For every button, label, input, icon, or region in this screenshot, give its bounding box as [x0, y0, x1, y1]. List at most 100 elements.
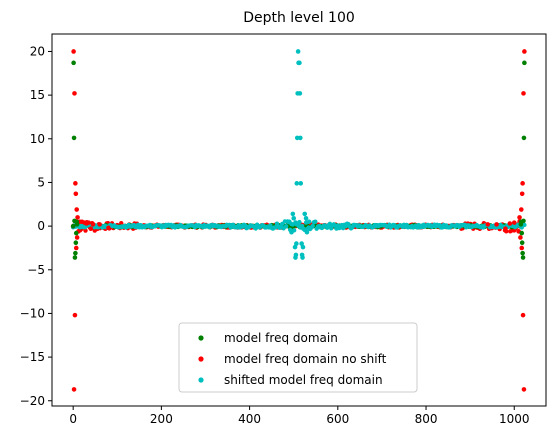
- x-tick-label: 400: [238, 412, 261, 426]
- point-model-freq-domain: [519, 230, 525, 236]
- point-model-freq-domain-no-shift: [83, 228, 88, 233]
- point-shifted-model-freq-domain: [310, 223, 315, 229]
- legend-marker: [198, 377, 204, 383]
- point-model-freq-domain-no-shift: [519, 245, 525, 251]
- point-model-freq-domain: [71, 135, 77, 141]
- point-shifted-model-freq-domain: [300, 244, 306, 250]
- y-tick-label: 15: [30, 88, 45, 102]
- point-model-freq-domain-no-shift: [517, 215, 522, 220]
- point-model-freq-domain: [73, 230, 79, 236]
- point-model-freq-domain: [522, 60, 527, 66]
- legend-label: model freq domain no shift: [224, 352, 387, 366]
- y-tick-label: −15: [20, 350, 45, 364]
- point-model-freq-domain-no-shift: [75, 215, 80, 220]
- y-tick-label: −20: [20, 394, 45, 408]
- point-model-freq-domain-no-shift: [520, 181, 525, 186]
- point-model-freq-domain: [520, 255, 526, 260]
- point-shifted-model-freq-domain: [303, 215, 309, 221]
- point-model-freq-domain-no-shift: [522, 49, 527, 54]
- point-shifted-model-freq-domain: [284, 224, 289, 229]
- point-model-freq-domain-no-shift: [97, 222, 102, 227]
- legend: model freq domain model freq domain no sh…: [178, 322, 418, 393]
- point-shifted-model-freq-domain: [300, 255, 305, 260]
- point-model-freq-domain-no-shift: [88, 226, 94, 232]
- point-model-freq-domain-no-shift: [520, 312, 526, 318]
- y-tick-label: 10: [30, 132, 45, 146]
- point-model-freq-domain-no-shift: [72, 312, 78, 318]
- x-tick-label: 0: [69, 412, 77, 426]
- x-tick-label: 1000: [499, 412, 530, 426]
- point-model-freq-domain: [71, 60, 76, 66]
- point-model-freq-domain-no-shift: [503, 226, 508, 232]
- point-shifted-model-freq-domain: [290, 211, 296, 217]
- point-shifted-model-freq-domain: [306, 219, 312, 225]
- point-shifted-model-freq-domain: [294, 241, 299, 246]
- point-model-freq-domain: [521, 135, 527, 141]
- y-tick-label: −10: [20, 306, 45, 320]
- x-axis: 0 200 400 600 800 1000: [69, 406, 530, 426]
- y-tick-label: 20: [30, 44, 45, 58]
- x-tick-label: 800: [415, 412, 438, 426]
- point-model-freq-domain: [519, 240, 525, 245]
- x-tick-label: 600: [326, 412, 349, 426]
- point-shifted-model-freq-domain: [297, 91, 303, 96]
- point-shifted-model-freq-domain: [289, 229, 294, 235]
- point-model-freq-domain-no-shift: [72, 91, 77, 96]
- x-tick-label: 200: [150, 412, 173, 426]
- legend-marker: [198, 356, 204, 362]
- point-shifted-model-freq-domain: [298, 181, 304, 186]
- chart-marks: [70, 49, 527, 392]
- point-model-freq-domain: [72, 255, 78, 260]
- point-shifted-model-freq-domain: [293, 252, 299, 258]
- point-model-freq-domain: [521, 218, 526, 224]
- point-model-freq-domain: [73, 240, 79, 245]
- point-shifted-model-freq-domain: [299, 241, 304, 246]
- point-shifted-model-freq-domain: [522, 222, 527, 228]
- legend-marker: [198, 335, 204, 341]
- point-model-freq-domain-no-shift: [485, 222, 491, 227]
- point-model-freq-domain-no-shift: [106, 225, 111, 231]
- point-model-freq-domain-no-shift: [507, 221, 513, 226]
- point-shifted-model-freq-domain: [297, 219, 302, 225]
- point-model-freq-domain: [74, 222, 80, 227]
- point-shifted-model-freq-domain: [302, 211, 308, 217]
- chart-title: Depth level 100: [243, 10, 355, 26]
- point-model-freq-domain: [520, 250, 525, 256]
- point-model-freq-domain-no-shift: [518, 235, 523, 240]
- point-model-freq-domain: [73, 250, 78, 256]
- y-tick-label: −5: [27, 263, 45, 277]
- point-model-freq-domain-no-shift: [86, 220, 91, 225]
- plot-frame: [51, 33, 547, 407]
- legend-label: shifted model freq domain: [224, 373, 383, 387]
- point-shifted-model-freq-domain: [287, 219, 292, 225]
- point-model-freq-domain-no-shift: [74, 235, 80, 240]
- point-model-freq-domain-no-shift: [521, 91, 526, 96]
- point-shifted-model-freq-domain: [304, 229, 310, 235]
- y-tick-label: 0: [37, 219, 45, 233]
- legend-box: [178, 322, 418, 393]
- point-model-freq-domain: [70, 223, 76, 229]
- point-model-freq-domain-no-shift: [521, 387, 527, 392]
- point-model-freq-domain-no-shift: [90, 222, 96, 227]
- legend-label: model freq domain: [224, 331, 338, 345]
- point-shifted-model-freq-domain: [291, 215, 297, 221]
- point-model-freq-domain-no-shift: [511, 220, 517, 225]
- point-shifted-model-freq-domain: [294, 181, 300, 186]
- point-model-freq-domain-no-shift: [519, 191, 525, 197]
- point-model-freq-domain-no-shift: [494, 222, 499, 227]
- y-tick-label: 5: [37, 175, 45, 189]
- point-shifted-model-freq-domain: [296, 223, 302, 229]
- point-shifted-model-freq-domain: [297, 60, 302, 66]
- point-shifted-model-freq-domain: [313, 219, 318, 224]
- point-model-freq-domain-no-shift: [73, 191, 79, 197]
- point-model-freq-domain-no-shift: [73, 245, 79, 251]
- point-model-freq-domain-no-shift: [71, 49, 76, 54]
- point-model-freq-domain-no-shift: [73, 181, 78, 186]
- y-axis: 20 15 10 5 0 −5 −10 −15 −20: [20, 44, 52, 408]
- point-shifted-model-freq-domain: [292, 244, 298, 250]
- point-model-freq-domain-no-shift: [71, 387, 77, 392]
- point-shifted-model-freq-domain: [298, 135, 303, 141]
- point-shifted-model-freq-domain: [295, 49, 301, 54]
